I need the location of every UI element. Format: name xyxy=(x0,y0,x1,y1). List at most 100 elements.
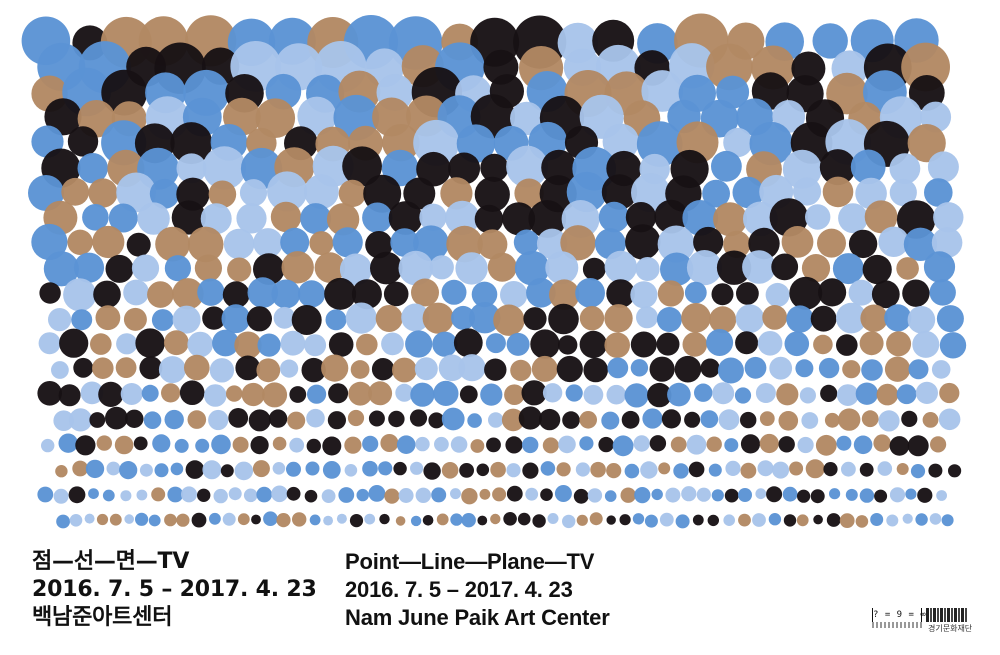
pattern-dot xyxy=(789,276,823,310)
pattern-dot xyxy=(877,461,893,476)
pattern-dot xyxy=(630,331,657,358)
pattern-dot xyxy=(620,487,636,503)
pattern-dot xyxy=(151,487,166,502)
pattern-dot xyxy=(236,203,267,234)
pattern-dot xyxy=(155,226,191,262)
pattern-dot xyxy=(579,436,594,451)
pattern-dot xyxy=(682,200,719,236)
pattern-dot xyxy=(58,384,81,407)
pattern-dot xyxy=(172,278,204,310)
pattern-dot xyxy=(347,409,365,427)
pattern-dot xyxy=(471,281,498,308)
pattern-dot xyxy=(915,381,939,404)
pattern-dot xyxy=(384,488,400,504)
pattern-dot xyxy=(262,382,288,408)
pattern-dot xyxy=(67,229,93,255)
pattern-dot xyxy=(724,488,739,503)
pattern-dot xyxy=(506,332,530,356)
pattern-dot xyxy=(923,251,956,283)
pattern-dot xyxy=(120,383,143,405)
pattern-dot xyxy=(717,357,744,384)
pattern-dot xyxy=(501,408,525,432)
pattern-dot xyxy=(243,488,258,503)
pattern-dot xyxy=(860,304,888,332)
pattern-dot xyxy=(469,302,501,334)
pattern-dot xyxy=(141,384,159,402)
pattern-dot xyxy=(405,330,433,358)
pattern-dot xyxy=(59,328,89,358)
pattern-dot xyxy=(322,436,342,456)
pattern-dot xyxy=(63,278,97,312)
pattern-dot xyxy=(53,488,69,504)
pattern-dot xyxy=(518,406,542,430)
pattern-dot xyxy=(907,306,936,334)
pattern-dot xyxy=(927,151,959,183)
pattern-dot xyxy=(786,305,814,333)
pattern-dot xyxy=(884,356,911,382)
pattern-dot xyxy=(540,461,556,476)
pattern-dot xyxy=(247,277,279,308)
pattern-dot xyxy=(69,514,83,527)
pattern-dot xyxy=(712,382,735,405)
pattern-dot xyxy=(606,279,635,308)
pattern-dot xyxy=(929,513,942,525)
pattern-dot xyxy=(158,356,186,384)
pattern-dot xyxy=(289,386,307,403)
pattern-dot xyxy=(805,204,831,230)
pattern-dot xyxy=(625,224,661,260)
pattern-dot xyxy=(490,461,506,478)
pattern-dot xyxy=(325,309,347,331)
pattern-dot xyxy=(884,304,912,332)
pattern-dot xyxy=(562,514,576,529)
pattern-dot xyxy=(383,281,409,307)
pattern-dot xyxy=(309,514,321,526)
pattern-dot xyxy=(805,459,825,479)
pattern-dot xyxy=(939,382,960,404)
pattern-dot xyxy=(345,302,377,334)
pattern-dot xyxy=(621,410,640,429)
pattern-dot xyxy=(667,382,691,407)
pattern-dot xyxy=(486,437,501,453)
pattern-dot xyxy=(660,252,694,286)
pattern-dot xyxy=(590,461,606,478)
pattern-dot xyxy=(379,513,390,525)
pattern-dot xyxy=(907,435,929,457)
pattern-dot xyxy=(170,122,213,165)
pattern-dot xyxy=(812,23,848,59)
pattern-dot xyxy=(682,332,708,357)
pattern-dot xyxy=(822,176,854,208)
pattern-dot xyxy=(908,359,929,380)
pattern-dot xyxy=(513,229,540,256)
pattern-dot xyxy=(416,151,451,187)
pattern-dot xyxy=(523,307,547,331)
pattern-dot xyxy=(878,410,900,432)
pattern-dot xyxy=(579,330,607,359)
pattern-dot xyxy=(71,309,93,331)
pattern-dot xyxy=(39,282,61,304)
pattern-dot xyxy=(68,486,86,504)
pattern-dot xyxy=(450,488,461,500)
pattern-dot xyxy=(362,460,378,477)
pattern-dot xyxy=(306,408,325,428)
pattern-dot xyxy=(401,303,430,332)
pattern-dot xyxy=(659,512,674,527)
pattern-dot xyxy=(813,514,823,525)
pattern-dot xyxy=(841,461,856,477)
pattern-dot xyxy=(362,202,393,233)
pattern-dot xyxy=(431,487,447,503)
pattern-dot xyxy=(167,486,184,503)
pattern-dot xyxy=(148,514,161,527)
pattern-dot xyxy=(429,255,454,280)
pattern-dot xyxy=(202,146,247,190)
pattern-dot xyxy=(941,514,954,527)
pattern-dot xyxy=(612,435,634,457)
pattern-dot xyxy=(694,383,713,402)
pattern-dot xyxy=(477,229,508,260)
pattern-dot xyxy=(222,281,250,309)
pattern-dot xyxy=(845,488,858,501)
pattern-dot xyxy=(514,178,544,208)
pattern-dot xyxy=(604,250,637,284)
pattern-dot xyxy=(759,411,775,426)
pattern-dot xyxy=(853,435,873,455)
pattern-dot xyxy=(68,408,93,432)
